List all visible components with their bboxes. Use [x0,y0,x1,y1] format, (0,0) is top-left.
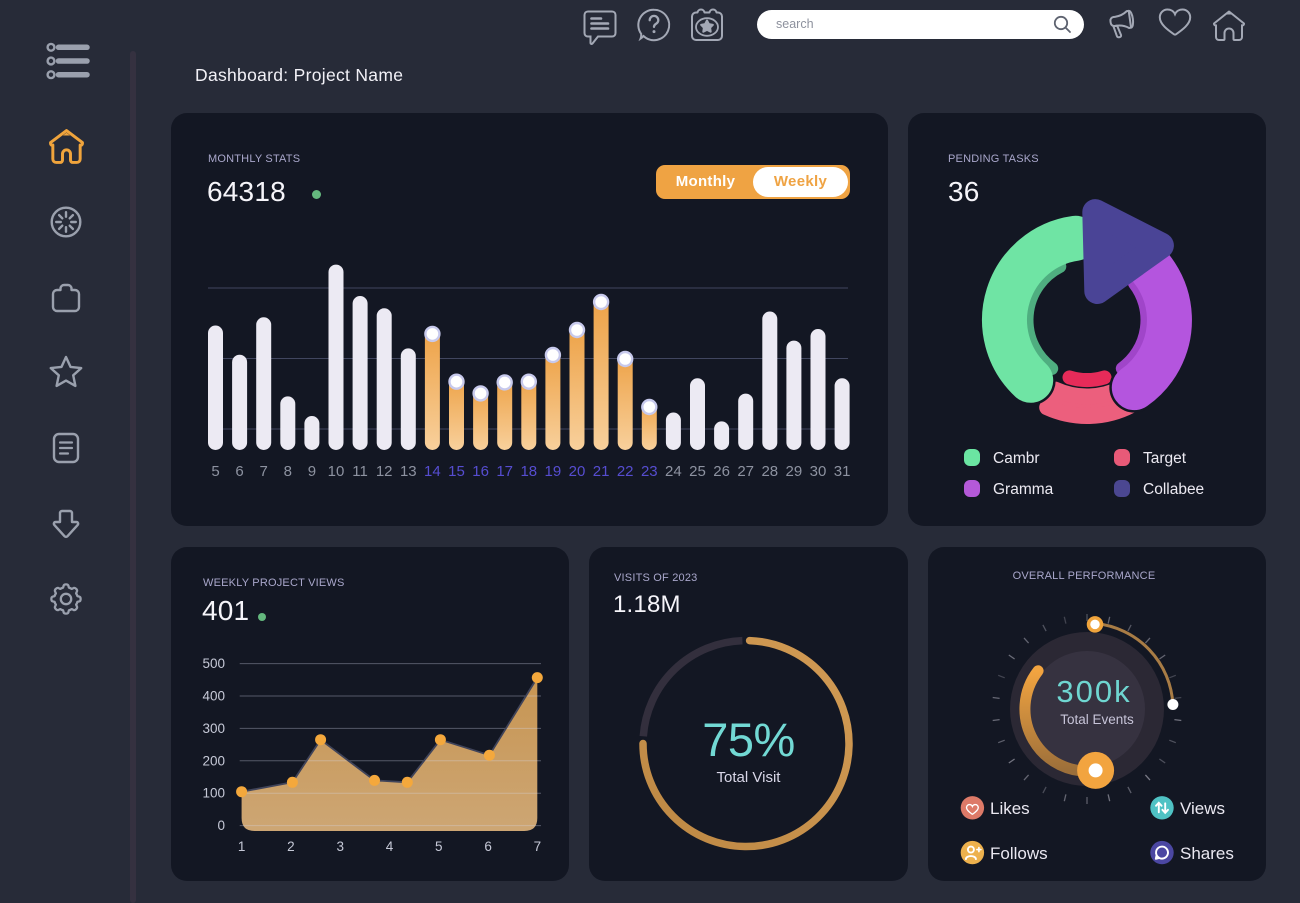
svg-text:4: 4 [386,839,394,854]
svg-text:100: 100 [202,786,225,801]
svg-text:28: 28 [761,463,778,480]
svg-text:23: 23 [641,463,658,480]
svg-text:3: 3 [336,839,344,854]
svg-text:6: 6 [484,839,492,854]
svg-text:10: 10 [328,463,345,480]
svg-text:22: 22 [617,463,634,480]
svg-text:25: 25 [689,463,706,480]
svg-text:8: 8 [284,463,292,480]
svg-text:7: 7 [260,463,268,480]
svg-text:13: 13 [400,463,417,480]
svg-text:9: 9 [308,463,316,480]
svg-text:30: 30 [810,463,827,480]
svg-text:7: 7 [534,839,542,854]
svg-text:29: 29 [786,463,803,480]
svg-text:14: 14 [424,463,441,480]
svg-text:400: 400 [202,689,225,704]
svg-text:500: 500 [202,656,225,671]
svg-text:16: 16 [472,463,489,480]
svg-text:27: 27 [737,463,754,480]
svg-text:1: 1 [238,839,246,854]
svg-text:5: 5 [435,839,443,854]
svg-text:300: 300 [202,721,225,736]
svg-text:15: 15 [448,463,465,480]
svg-text:2: 2 [287,839,295,854]
svg-text:26: 26 [713,463,730,480]
svg-text:17: 17 [496,463,513,480]
svg-text:200: 200 [202,753,225,768]
svg-text:12: 12 [376,463,393,480]
svg-text:31: 31 [834,463,851,480]
svg-text:11: 11 [352,463,368,480]
svg-text:0: 0 [217,818,225,833]
svg-text:21: 21 [593,463,610,480]
svg-text:24: 24 [665,463,682,480]
svg-text:18: 18 [520,463,537,480]
svg-text:19: 19 [545,463,562,480]
svg-text:6: 6 [235,463,243,480]
svg-text:20: 20 [569,463,586,480]
svg-text:5: 5 [211,463,219,480]
